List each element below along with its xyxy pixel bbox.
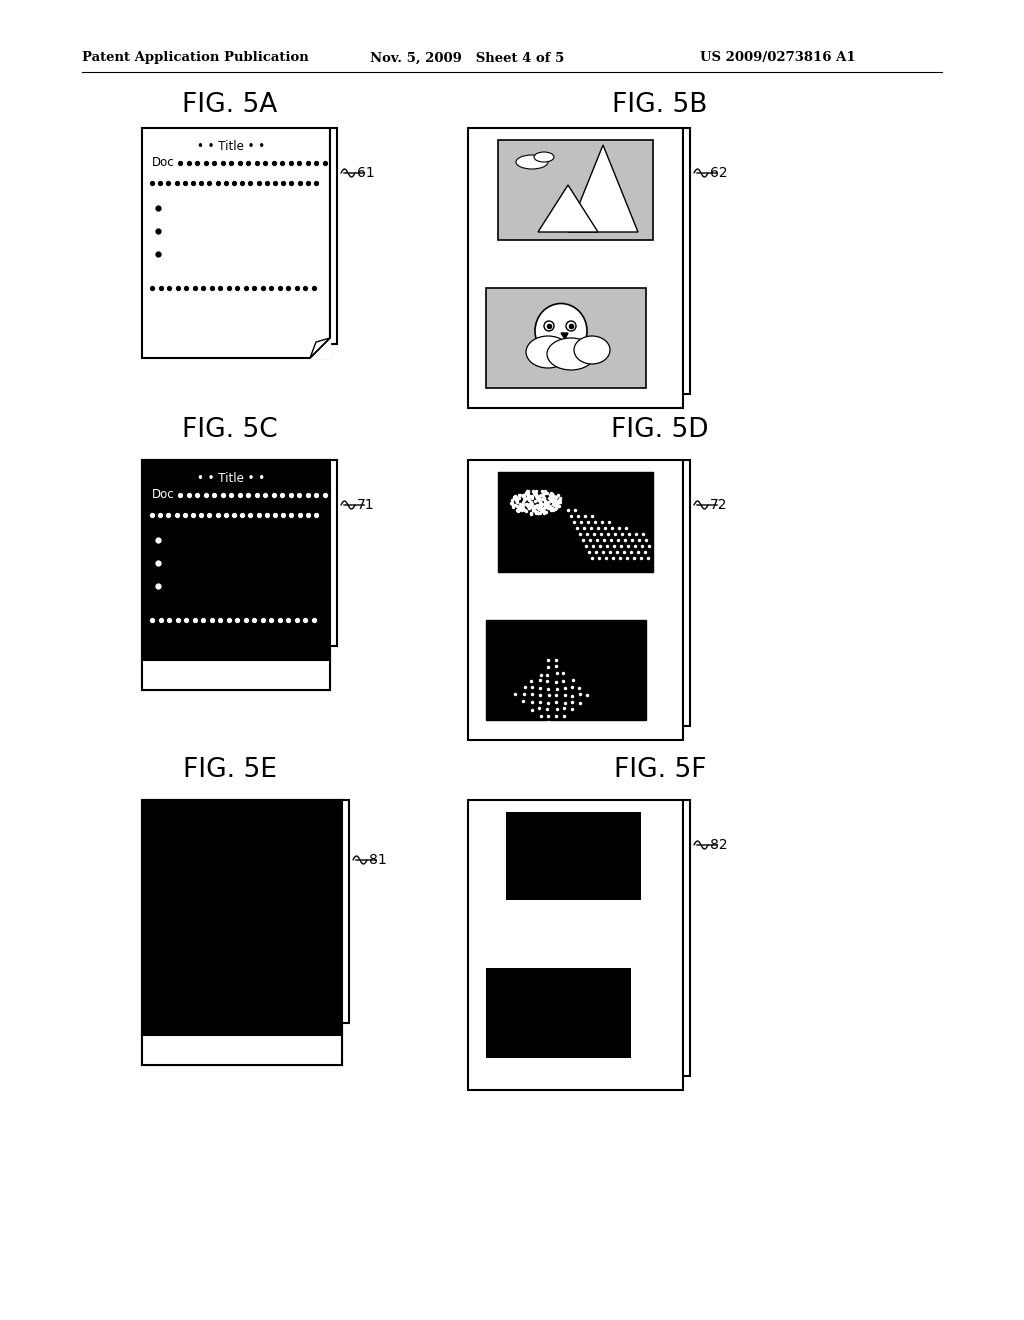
Bar bbox=[486, 620, 646, 719]
Bar bbox=[486, 968, 631, 1059]
Text: FIG. 5F: FIG. 5F bbox=[613, 756, 707, 783]
Text: 81: 81 bbox=[369, 853, 387, 867]
Bar bbox=[486, 288, 646, 388]
Bar bbox=[142, 660, 330, 690]
Bar bbox=[498, 473, 653, 572]
Bar bbox=[142, 1035, 342, 1065]
Bar bbox=[142, 800, 342, 1065]
Bar bbox=[342, 800, 349, 1023]
Bar bbox=[683, 128, 690, 393]
Text: 61: 61 bbox=[357, 166, 375, 180]
Bar bbox=[330, 459, 337, 645]
Text: FIG. 5E: FIG. 5E bbox=[183, 756, 276, 783]
Bar bbox=[468, 128, 683, 408]
Text: 62: 62 bbox=[710, 166, 728, 180]
Text: 72: 72 bbox=[710, 498, 727, 512]
Text: • • Title • •: • • Title • • bbox=[197, 471, 265, 484]
Text: FIG. 5B: FIG. 5B bbox=[612, 92, 708, 117]
Bar bbox=[142, 459, 330, 690]
Text: FIG. 5A: FIG. 5A bbox=[182, 92, 278, 117]
Text: Doc: Doc bbox=[152, 157, 175, 169]
Bar bbox=[468, 800, 683, 1090]
Ellipse shape bbox=[547, 338, 595, 370]
Ellipse shape bbox=[526, 337, 570, 368]
Polygon shape bbox=[568, 145, 638, 232]
Circle shape bbox=[566, 321, 575, 331]
Polygon shape bbox=[310, 338, 330, 358]
Bar bbox=[142, 128, 330, 358]
Text: Doc: Doc bbox=[152, 488, 175, 502]
Bar bbox=[142, 800, 342, 1065]
Bar bbox=[683, 459, 690, 726]
Circle shape bbox=[544, 321, 554, 331]
Text: 82: 82 bbox=[710, 838, 728, 851]
Text: US 2009/0273816 A1: US 2009/0273816 A1 bbox=[700, 51, 856, 65]
Ellipse shape bbox=[516, 154, 548, 169]
Bar bbox=[506, 812, 641, 900]
Polygon shape bbox=[561, 333, 568, 339]
Bar bbox=[683, 800, 690, 1076]
Bar bbox=[330, 128, 337, 345]
Text: Nov. 5, 2009   Sheet 4 of 5: Nov. 5, 2009 Sheet 4 of 5 bbox=[370, 51, 564, 65]
Text: • • Title • •: • • Title • • bbox=[197, 140, 265, 153]
Bar bbox=[498, 140, 653, 240]
Polygon shape bbox=[538, 185, 598, 232]
Text: 71: 71 bbox=[357, 498, 375, 512]
Text: FIG. 5C: FIG. 5C bbox=[182, 417, 278, 444]
Bar bbox=[142, 459, 330, 690]
Polygon shape bbox=[310, 338, 330, 358]
Ellipse shape bbox=[574, 337, 610, 364]
Text: Patent Application Publication: Patent Application Publication bbox=[82, 51, 309, 65]
Bar bbox=[468, 459, 683, 741]
Text: FIG. 5D: FIG. 5D bbox=[611, 417, 709, 444]
Ellipse shape bbox=[534, 152, 554, 162]
Ellipse shape bbox=[535, 304, 587, 359]
